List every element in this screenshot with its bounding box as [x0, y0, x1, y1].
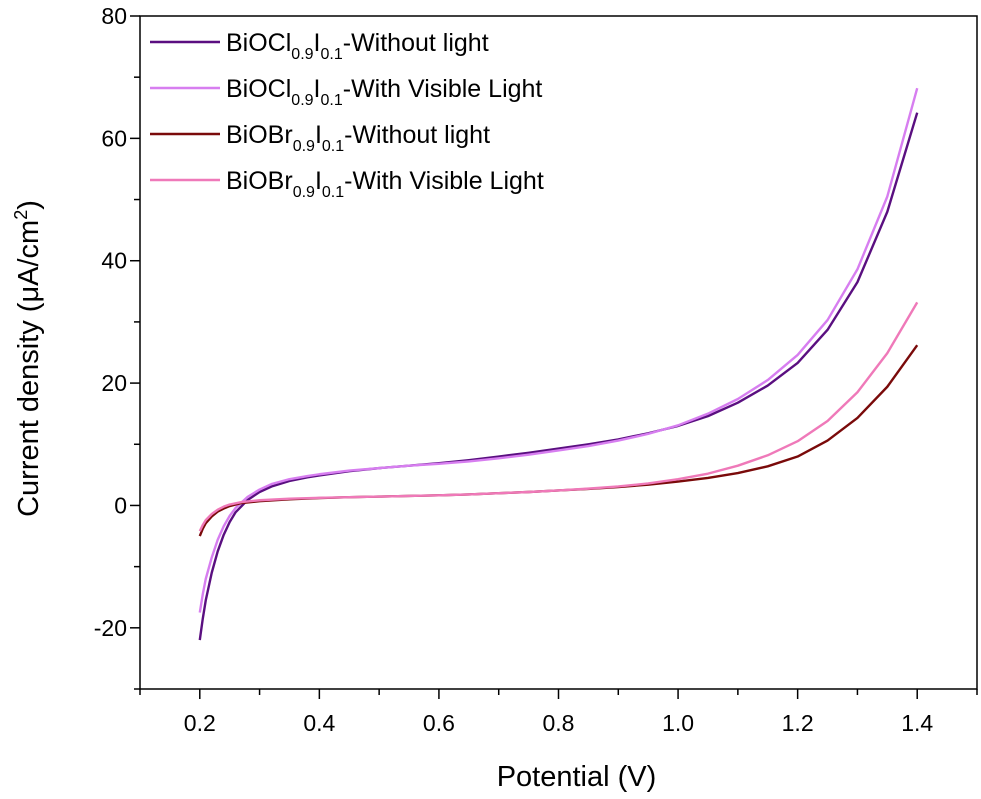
y-axis-title-main: Current density (μA/cm [13, 220, 45, 517]
legend-item-3: BiOBr0.9I0.1-Without light [150, 121, 490, 155]
plot-lines [198, 87, 919, 641]
axis-ticks: 0.2 0.4 0.6 0.8 1.0 1.2 1.4 -20 0 20 40 60 80 [94, 3, 978, 736]
y-tick-label: 20 [101, 370, 127, 396]
x-tick-label: 1.0 [662, 710, 694, 736]
y-tick-label: -20 [94, 615, 127, 641]
plot-frame [139, 15, 978, 690]
y-tick-label: 80 [101, 3, 127, 29]
legend-item-4: BiOBr0.9I0.1-With Visible Light [150, 167, 544, 201]
legend-item-1: BiOCl0.9I0.1-Without light [150, 29, 489, 63]
x-tick-label: 1.4 [901, 710, 933, 736]
x-tick-label: 0.6 [423, 710, 455, 736]
svg-text:Current density (μA/cm2): Current density (μA/cm2) [11, 200, 45, 517]
series-line-3 [198, 344, 919, 537]
legend-item-2: BiOCl0.9I0.1-With Visible Light [150, 75, 542, 109]
x-axis-title: Potential (V) [497, 761, 657, 793]
x-tick-label: 1.2 [782, 710, 814, 736]
series-line-2 [198, 87, 919, 613]
legend-label: BiOCl0.9I0.1-Without light [226, 29, 489, 63]
legend-label: BiOCl0.9I0.1-With Visible Light [226, 75, 542, 109]
x-tick-label: 0.2 [184, 710, 216, 736]
y-axis-title-superscript: 2 [11, 210, 31, 220]
y-axis-title-close: ) [13, 200, 45, 210]
x-tick-label: 0.4 [303, 710, 335, 736]
y-tick-label: 0 [114, 492, 127, 518]
legend-label: BiOBr0.9I0.1-With Visible Light [226, 167, 544, 201]
y-tick-label: 40 [101, 248, 127, 274]
y-tick-label: 60 [101, 125, 127, 151]
legend-label: BiOBr0.9I0.1-Without light [226, 121, 490, 155]
y-axis-title: Current density (μA/cm2) [11, 200, 45, 517]
series-line-4 [198, 301, 919, 532]
legend: BiOCl0.9I0.1-Without light BiOCl0.9I0.1-W… [150, 29, 544, 201]
x-tick-label: 0.8 [543, 710, 575, 736]
